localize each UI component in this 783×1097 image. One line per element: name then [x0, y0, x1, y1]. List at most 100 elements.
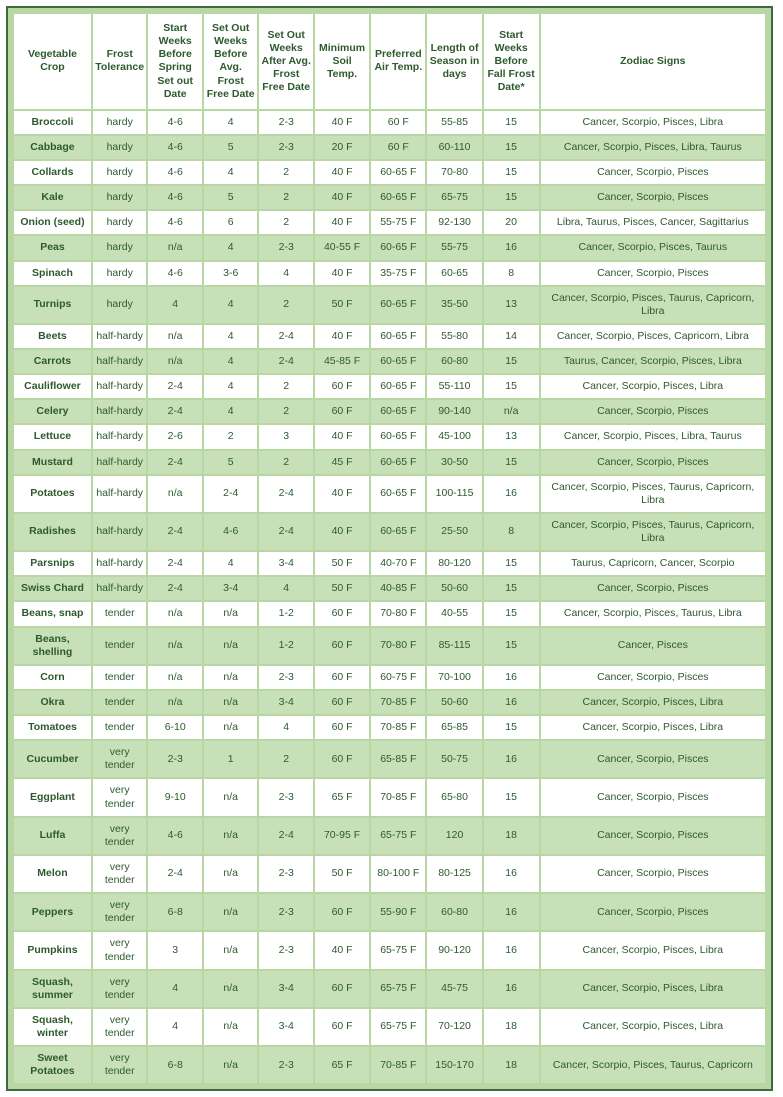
- data-cell: 4-6: [148, 111, 202, 134]
- data-cell: 2: [259, 287, 313, 323]
- data-cell: Cancer, Scorpio, Pisces, Libra: [541, 716, 765, 739]
- crop-cell: Beets: [14, 325, 91, 348]
- data-cell: 50 F: [315, 577, 369, 600]
- data-cell: half-hardy: [93, 552, 147, 575]
- crop-cell: Peas: [14, 236, 91, 259]
- data-cell: 2-3: [259, 111, 313, 134]
- data-cell: 65-85: [427, 716, 481, 739]
- data-cell: 40 F: [315, 476, 369, 512]
- data-cell: 60-75 F: [371, 666, 425, 689]
- data-cell: 16: [484, 691, 539, 714]
- data-cell: Cancer, Scorpio, Pisces: [541, 262, 765, 285]
- data-cell: 16: [484, 236, 539, 259]
- data-cell: 5: [204, 451, 258, 474]
- data-cell: Cancer, Scorpio, Pisces, Taurus: [541, 236, 765, 259]
- data-cell: 4: [204, 325, 258, 348]
- data-cell: 2-3: [259, 1047, 313, 1083]
- data-cell: half-hardy: [93, 425, 147, 448]
- data-cell: n/a: [204, 602, 258, 625]
- table-row: Luffavery tender4-6n/a2-470-95 F65-75 F1…: [14, 818, 765, 854]
- data-cell: 60-65 F: [371, 514, 425, 550]
- table-row: Cucumbervery tender2-31260 F65-85 F50-75…: [14, 741, 765, 777]
- data-cell: tender: [93, 691, 147, 714]
- data-cell: 2-4: [148, 577, 202, 600]
- col-header-5: Minimum Soil Temp.: [315, 14, 369, 109]
- table-row: Squash, wintervery tender4n/a3-460 F65-7…: [14, 1009, 765, 1045]
- data-cell: 65-75 F: [371, 971, 425, 1007]
- data-cell: 60 F: [315, 971, 369, 1007]
- data-cell: 15: [484, 628, 539, 664]
- table-row: Lettucehalf-hardy2-62340 F60-65 F45-1001…: [14, 425, 765, 448]
- data-cell: 2-4: [148, 451, 202, 474]
- crop-cell: Radishes: [14, 514, 91, 550]
- data-cell: 4: [204, 375, 258, 398]
- data-cell: Cancer, Scorpio, Pisces, Libra: [541, 375, 765, 398]
- crop-cell: Cucumber: [14, 741, 91, 777]
- data-cell: 15: [484, 136, 539, 159]
- data-cell: n/a: [148, 325, 202, 348]
- data-cell: 60 F: [315, 628, 369, 664]
- data-cell: 2: [204, 425, 258, 448]
- data-cell: Cancer, Scorpio, Pisces, Libra, Taurus: [541, 425, 765, 448]
- data-cell: 2: [259, 211, 313, 234]
- data-cell: 4-6: [148, 262, 202, 285]
- crop-cell: Onion (seed): [14, 211, 91, 234]
- data-cell: n/a: [148, 236, 202, 259]
- crop-cell: Cauliflower: [14, 375, 91, 398]
- data-cell: 4-6: [148, 211, 202, 234]
- crop-cell: Squash, summer: [14, 971, 91, 1007]
- data-cell: Cancer, Scorpio, Pisces: [541, 741, 765, 777]
- table-row: Beans, shellingtendern/an/a1-260 F70-80 …: [14, 628, 765, 664]
- data-cell: hardy: [93, 161, 147, 184]
- data-cell: n/a: [204, 779, 258, 815]
- data-cell: 2-6: [148, 425, 202, 448]
- data-cell: 4: [204, 552, 258, 575]
- data-cell: 40 F: [315, 161, 369, 184]
- col-header-9: Zodiac Signs: [541, 14, 765, 109]
- data-cell: hardy: [93, 186, 147, 209]
- data-cell: 16: [484, 476, 539, 512]
- data-cell: 60-65 F: [371, 425, 425, 448]
- data-cell: 18: [484, 1009, 539, 1045]
- data-cell: 6-8: [148, 894, 202, 930]
- data-cell: very tender: [93, 1047, 147, 1083]
- data-cell: n/a: [204, 894, 258, 930]
- data-cell: 70-85 F: [371, 779, 425, 815]
- data-cell: 3-4: [259, 691, 313, 714]
- data-cell: 60-65 F: [371, 287, 425, 323]
- data-cell: 5: [204, 186, 258, 209]
- data-cell: Cancer, Scorpio, Pisces: [541, 818, 765, 854]
- data-cell: 65-75 F: [371, 932, 425, 968]
- data-cell: 2-3: [259, 236, 313, 259]
- data-cell: 55-85: [427, 111, 481, 134]
- data-cell: 60-65 F: [371, 186, 425, 209]
- data-cell: 60-110: [427, 136, 481, 159]
- data-cell: very tender: [93, 779, 147, 815]
- data-cell: half-hardy: [93, 400, 147, 423]
- data-cell: 50 F: [315, 856, 369, 892]
- data-cell: 4: [204, 287, 258, 323]
- col-header-0: Vegetable Crop: [14, 14, 91, 109]
- crop-cell: Tomatoes: [14, 716, 91, 739]
- data-cell: Cancer, Scorpio, Pisces, Taurus, Caprico…: [541, 1047, 765, 1083]
- data-cell: 40 F: [315, 211, 369, 234]
- data-cell: n/a: [148, 602, 202, 625]
- data-cell: 3: [148, 932, 202, 968]
- table-row: Swiss Chardhalf-hardy2-43-4450 F40-85 F5…: [14, 577, 765, 600]
- data-cell: 4-6: [148, 161, 202, 184]
- data-cell: half-hardy: [93, 476, 147, 512]
- data-cell: n/a: [148, 350, 202, 373]
- data-cell: 60 F: [315, 691, 369, 714]
- crop-cell: Swiss Chard: [14, 577, 91, 600]
- data-cell: 4: [259, 262, 313, 285]
- data-cell: 150-170: [427, 1047, 481, 1083]
- data-cell: very tender: [93, 818, 147, 854]
- data-cell: Cancer, Scorpio, Pisces: [541, 894, 765, 930]
- data-cell: 4: [204, 400, 258, 423]
- data-cell: 60 F: [315, 666, 369, 689]
- data-cell: half-hardy: [93, 375, 147, 398]
- data-cell: n/a: [148, 691, 202, 714]
- col-header-7: Length of Season in days: [427, 14, 481, 109]
- data-cell: 40-85 F: [371, 577, 425, 600]
- data-cell: 2: [259, 451, 313, 474]
